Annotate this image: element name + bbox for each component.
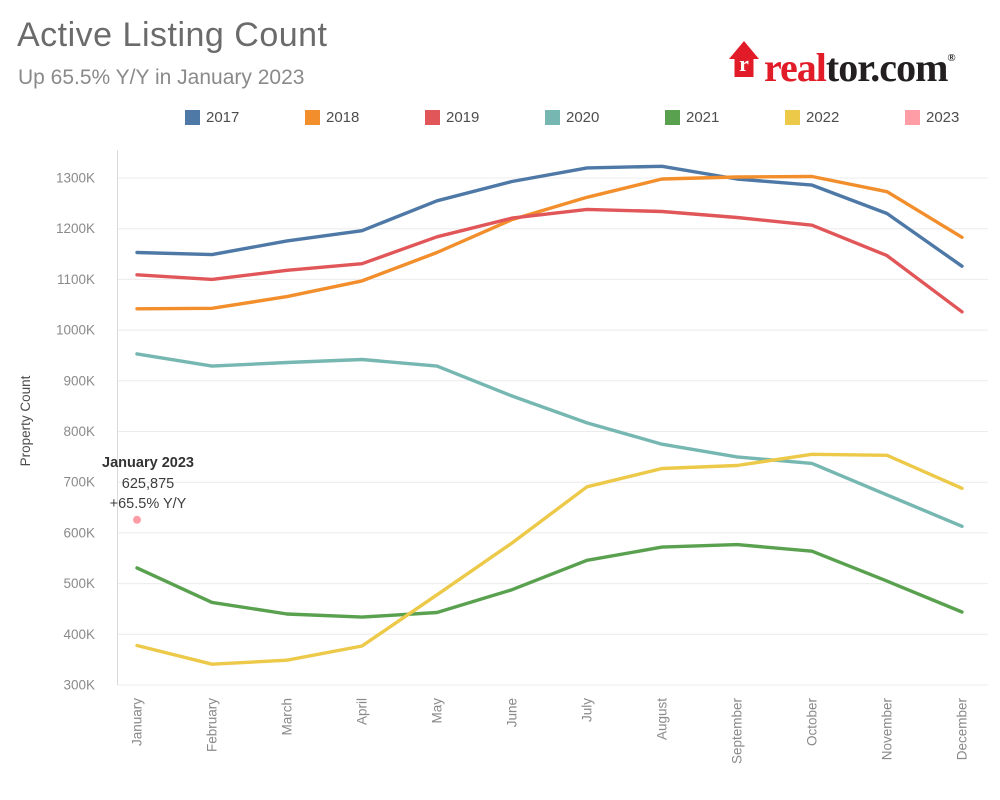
x-tick-label-october: October: [805, 698, 820, 747]
y-tick-label-1300k: 1300K: [56, 171, 95, 186]
x-tick-label-february: February: [205, 698, 220, 752]
legend-label-2022: 2022: [806, 109, 840, 126]
legend-label-2019: 2019: [446, 109, 480, 126]
legend-swatch-2022: [785, 110, 800, 125]
y-tick-label-1200k: 1200K: [56, 221, 95, 236]
series-line-2019[interactable]: [135, 207, 964, 314]
legend-label-2023: 2023: [926, 109, 960, 126]
x-tick-label-december: December: [955, 698, 970, 761]
annotation-title: January 2023: [102, 455, 194, 471]
legend-item-2018[interactable]: 2018: [305, 109, 359, 126]
y-tick-label-1100k: 1100K: [57, 272, 95, 287]
legend-item-2023[interactable]: 2023: [905, 109, 959, 126]
x-tick-label-april: April: [355, 698, 370, 725]
y-tick-label-800k: 800K: [63, 424, 95, 439]
realtor-logo-text: realtor.com®: [764, 40, 956, 88]
legend-item-2020[interactable]: 2020: [545, 109, 599, 126]
legend-swatch-2019: [425, 110, 440, 125]
legend-item-2022[interactable]: 2022: [785, 109, 839, 126]
legend-label-2018: 2018: [326, 109, 360, 126]
x-tick-label-january: January: [130, 698, 145, 746]
page-title: Active Listing Count: [17, 16, 328, 54]
x-tick-label-august: August: [655, 698, 670, 740]
series-line-2017[interactable]: [135, 164, 964, 268]
series-line-2021[interactable]: [135, 542, 964, 619]
house-shape: [729, 41, 759, 77]
realtor-house-icon: r: [729, 41, 759, 77]
logo-text-real: real: [764, 45, 827, 90]
series-line-2020[interactable]: [135, 352, 964, 528]
legend-label-2020: 2020: [566, 109, 600, 126]
y-tick-label-600k: 600K: [63, 525, 95, 540]
y-tick-label-700k: 700K: [63, 475, 95, 490]
annotation-january-2023: January 2023 625,875 +65.5% Y/Y: [83, 453, 213, 515]
y-tick-label-500k: 500K: [63, 576, 95, 591]
legend-swatch-2021: [665, 110, 680, 125]
y-tick-label-300k: 300K: [63, 678, 95, 693]
y-axis-title: Property Count: [18, 375, 33, 466]
legend-label-2021: 2021: [686, 109, 720, 126]
legend-label-2017: 2017: [206, 109, 240, 126]
legend-item-2017[interactable]: 2017: [185, 109, 239, 126]
logo-registered-mark: ®: [947, 52, 956, 64]
y-tick-label-1000k: 1000K: [56, 323, 95, 338]
x-tick-label-june: June: [505, 698, 520, 727]
legend-swatch-2020: [545, 110, 560, 125]
chart-legend: 2017 2018 2019 2020 2021 2022 2023: [185, 109, 985, 133]
annotation-delta: +65.5% Y/Y: [109, 496, 187, 512]
legend-swatch-2023: [905, 110, 920, 125]
data-point-2023[interactable]: [133, 515, 141, 524]
y-tick-label-400k: 400K: [63, 627, 95, 642]
realtor-logo: r realtor.com®: [728, 40, 956, 88]
logo-text-torcom: tor.com: [825, 45, 948, 90]
series-line-2022[interactable]: [135, 452, 964, 666]
x-tick-label-september: September: [730, 698, 745, 765]
x-tick-label-may: May: [430, 698, 445, 724]
legend-item-2021[interactable]: 2021: [665, 109, 719, 126]
house-letter: r: [739, 51, 749, 76]
y-tick-label-900k: 900K: [63, 373, 95, 388]
legend-swatch-2017: [185, 110, 200, 125]
page-subtitle: Up 65.5% Y/Y in January 2023: [18, 66, 305, 89]
legend-swatch-2018: [305, 110, 320, 125]
series-line-2018[interactable]: [135, 174, 964, 311]
legend-item-2019[interactable]: 2019: [425, 109, 479, 126]
annotation-value: 625,875: [121, 475, 175, 492]
x-tick-label-july: July: [580, 698, 595, 722]
x-tick-label-march: March: [280, 698, 295, 736]
x-tick-label-november: November: [880, 698, 895, 761]
